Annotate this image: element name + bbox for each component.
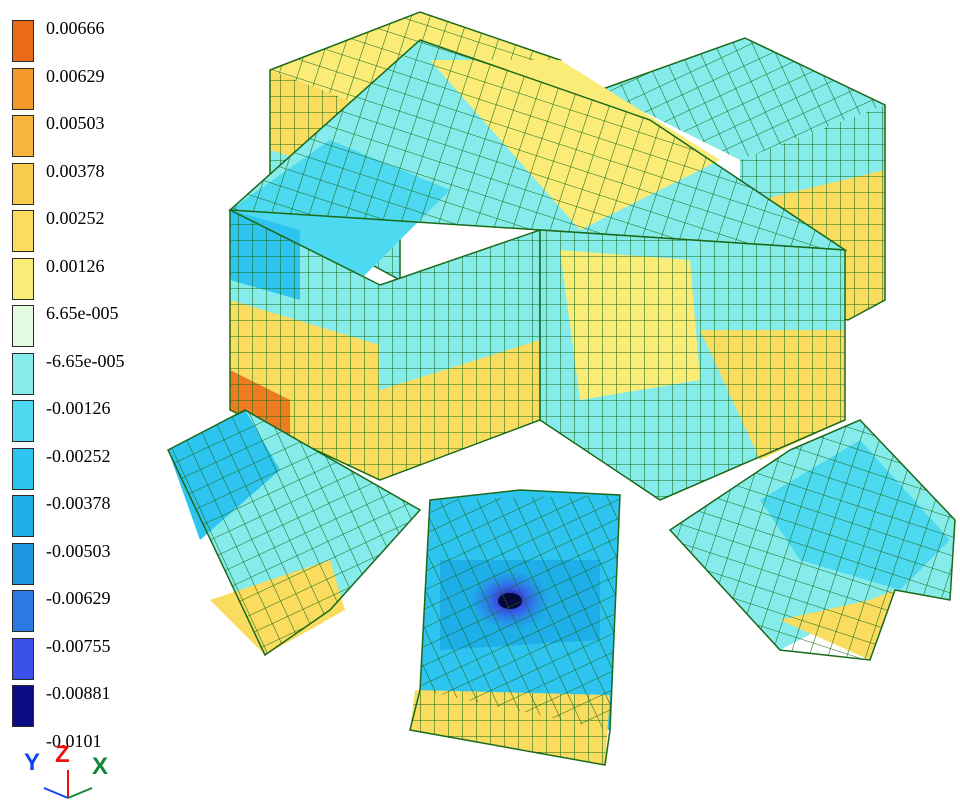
legend-min-label: -0.0101 bbox=[46, 730, 102, 751]
y-axis-arrow bbox=[43, 787, 69, 799]
legend-swatch bbox=[12, 447, 34, 490]
legend-swatch bbox=[12, 67, 34, 110]
legend-label: 6.65e-005 bbox=[46, 303, 119, 323]
legend-label: 0.00252 bbox=[46, 208, 105, 228]
front-left-block bbox=[229, 208, 541, 481]
legend-swatch bbox=[12, 400, 34, 442]
legend-label: -0.00881 bbox=[46, 683, 111, 703]
axis-z-label: Z bbox=[55, 741, 70, 768]
legend-swatch bbox=[12, 257, 34, 300]
axis-x-label: X bbox=[92, 753, 108, 780]
legend-label: -0.00252 bbox=[46, 445, 111, 466]
legend-label: -6.65e-005 bbox=[46, 350, 125, 371]
legend-label: -0.00378 bbox=[46, 493, 111, 513]
legend-label: -0.00503 bbox=[46, 540, 111, 561]
legend-swatch bbox=[12, 115, 34, 157]
legend-swatch bbox=[12, 20, 34, 62]
front-leg bbox=[409, 489, 621, 766]
axis-triad: Y Z X bbox=[24, 741, 108, 799]
legend-swatch bbox=[12, 352, 34, 395]
legend-swatch bbox=[12, 637, 34, 680]
left-leg bbox=[167, 409, 422, 657]
x-axis-arrow bbox=[67, 787, 93, 799]
color-legend: 0.00666 0.00629 0.00503 0.00378 0.00252 0.001… bbox=[0, 0, 170, 760]
right-leg bbox=[668, 419, 956, 661]
legend-label: 0.00378 bbox=[46, 160, 105, 181]
legend-label: -0.00126 bbox=[46, 398, 111, 418]
legend-swatch bbox=[12, 162, 34, 205]
legend-swatch bbox=[12, 685, 34, 727]
top-slab bbox=[228, 39, 848, 280]
front-right-block bbox=[539, 229, 846, 501]
legend-swatch bbox=[12, 590, 34, 632]
legend-label: 0.00503 bbox=[46, 113, 105, 133]
legend-swatch bbox=[12, 542, 34, 585]
legend-label: -0.00629 bbox=[46, 588, 111, 608]
axis-y-label: Y bbox=[24, 749, 40, 776]
legend-label: -0.00755 bbox=[46, 635, 111, 656]
legend-swatch bbox=[12, 495, 34, 537]
legend-swatch bbox=[12, 210, 34, 252]
legend-label: 0.00666 bbox=[46, 18, 105, 38]
legend-label: 0.00629 bbox=[46, 65, 105, 86]
legend-label: 0.00126 bbox=[46, 255, 105, 276]
legend-swatch bbox=[12, 305, 34, 347]
